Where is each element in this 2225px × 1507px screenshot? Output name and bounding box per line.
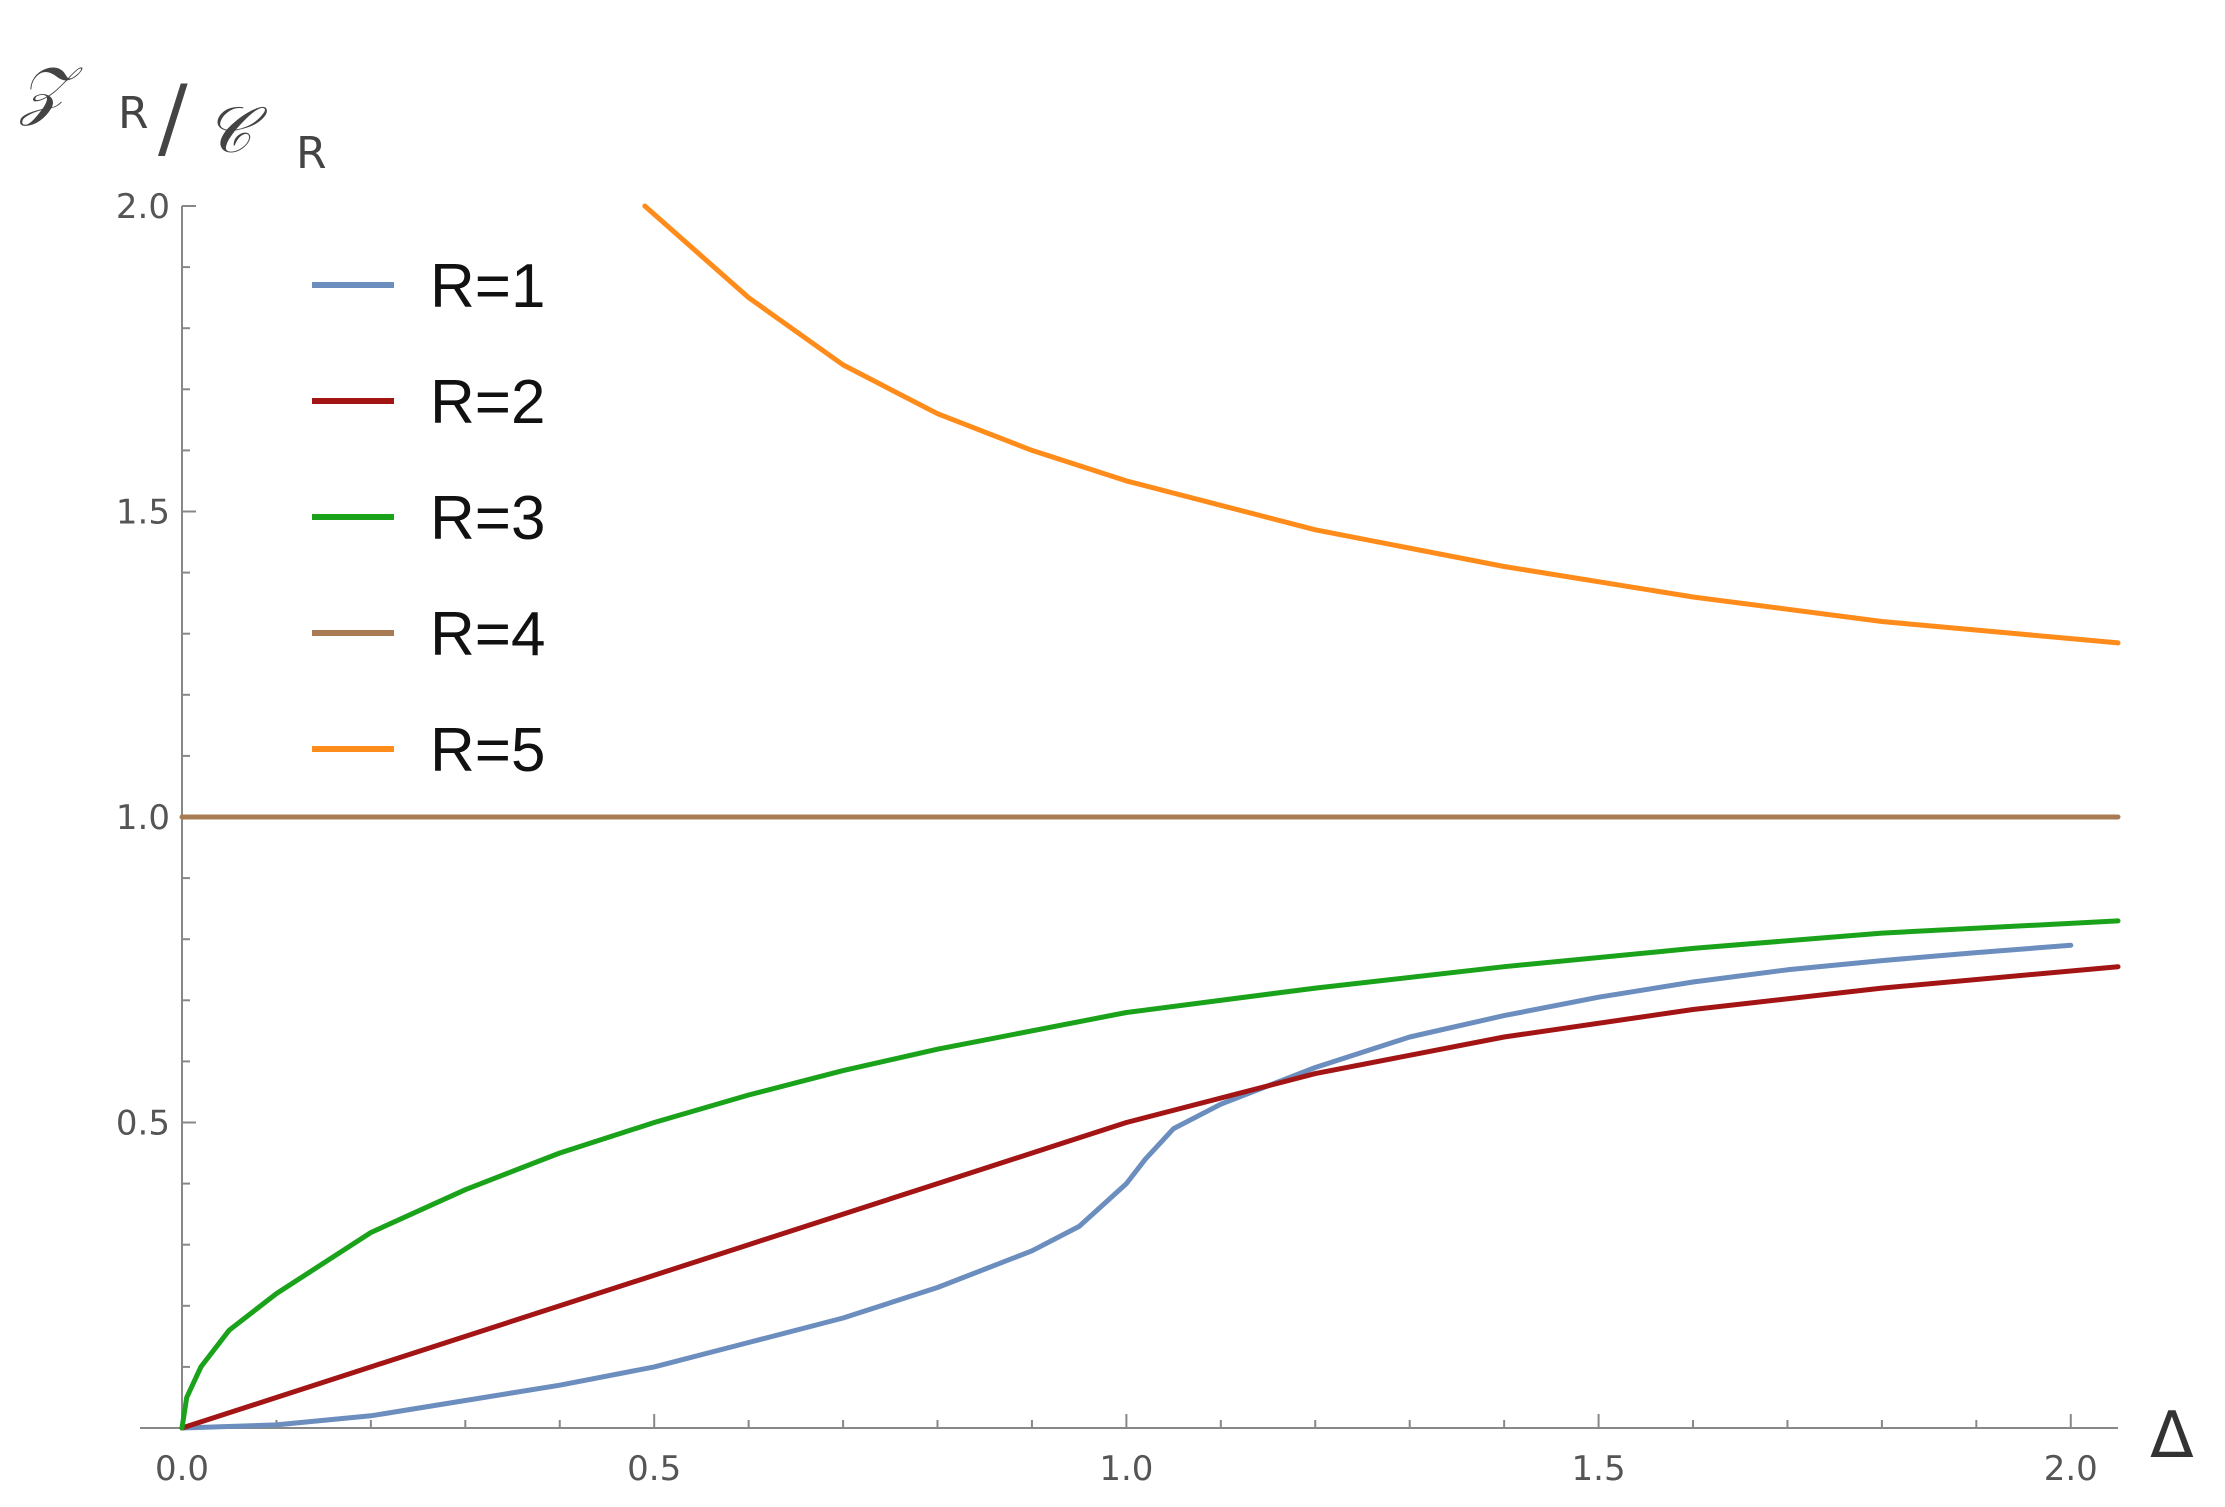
- legend-item: R=1: [312, 252, 545, 321]
- series-line-r3: [179, 918, 2121, 1431]
- legend: R=1 R=2 R=3 R=4 R=5: [312, 252, 545, 785]
- legend-label: R=1: [430, 252, 545, 321]
- series-line-r5: [642, 203, 2121, 646]
- legend-item: R=5: [312, 716, 545, 785]
- x-tick-label: 0.5: [627, 1449, 681, 1489]
- y-tick-label: 1.5: [116, 493, 170, 533]
- y-tick-label: 0.5: [116, 1104, 170, 1144]
- y-axis-title-num: 𝒵: [18, 54, 83, 128]
- series-lines: [179, 203, 2121, 1431]
- legend-label: R=2: [430, 368, 545, 437]
- series-line-r2: [179, 964, 2121, 1431]
- legend-item: R=3: [312, 484, 545, 553]
- y-axis-title-den-sub: R: [296, 128, 327, 179]
- legend-label: R=3: [430, 484, 545, 553]
- y-axis-title-slash: /: [158, 66, 188, 169]
- series-line-r1: [179, 942, 2074, 1431]
- x-tick-label: 1.5: [1572, 1449, 1626, 1489]
- legend-label: R=4: [430, 600, 545, 669]
- x-tick-label: 0.0: [155, 1449, 209, 1489]
- x-tick-label: 1.0: [1099, 1449, 1153, 1489]
- y-axis-title-den: 𝒞: [205, 94, 268, 168]
- legend-item: R=2: [312, 368, 545, 437]
- y-axis-title-num-sub: R: [118, 88, 149, 139]
- ticks: [181, 205, 2072, 1428]
- tick-labels: 0.0 0.5 1.0 1.5 2.0 0.5 1.0 1.5 2.0: [116, 187, 2098, 1489]
- y-tick-label: 2.0: [116, 187, 170, 227]
- y-axis-title: 𝒵 R / 𝒞 R: [18, 54, 327, 179]
- x-tick-label: 2.0: [2044, 1449, 2098, 1489]
- x-axis-title: Δ: [2150, 1399, 2194, 1473]
- y-tick-label: 1.0: [116, 798, 170, 838]
- legend-label: R=5: [430, 716, 545, 785]
- legend-item: R=4: [312, 600, 545, 669]
